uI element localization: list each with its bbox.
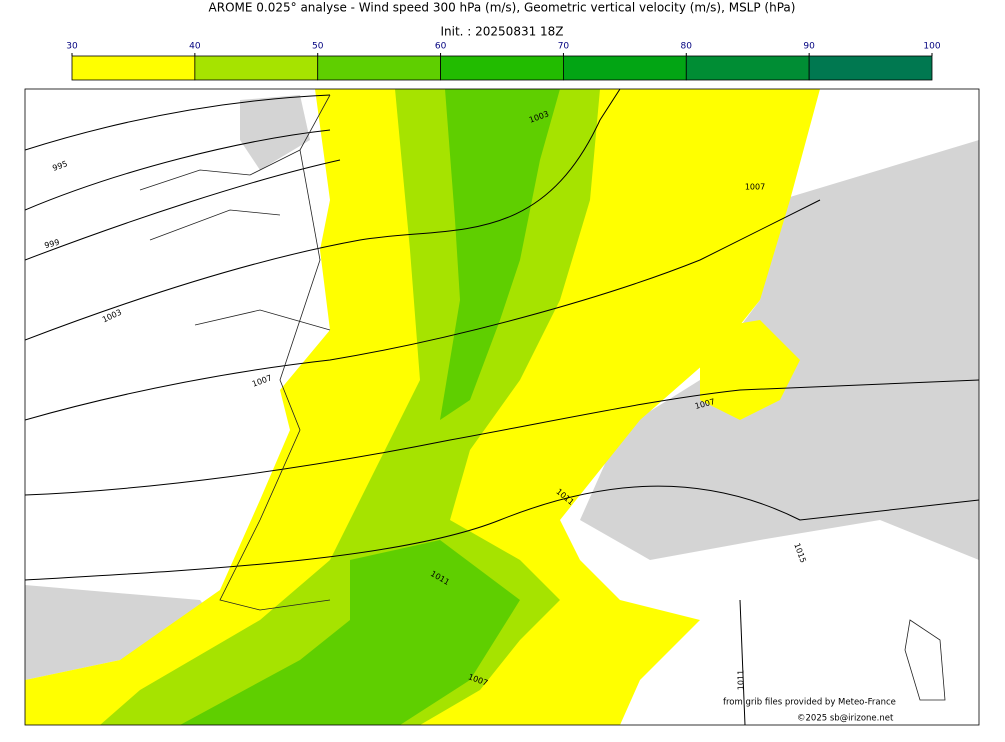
isobar-label: 999 bbox=[43, 238, 60, 251]
colorbar-segment bbox=[194, 55, 319, 81]
colorbar-segment bbox=[563, 55, 687, 81]
isobar-label: 1007 bbox=[745, 183, 765, 192]
gray-area bbox=[25, 585, 230, 680]
isobars bbox=[25, 89, 979, 725]
gray-area bbox=[240, 95, 310, 170]
colorbar-tick-label: 100 bbox=[923, 42, 940, 52]
map: 9959991003100710031007100710111011101510… bbox=[24, 88, 980, 726]
colorbar-segment bbox=[317, 55, 441, 81]
colorbar-tick-label: 30 bbox=[66, 42, 78, 52]
wind-area bbox=[700, 320, 800, 420]
colorbar-tick-label: 50 bbox=[312, 42, 324, 52]
colorbar-segment bbox=[71, 55, 196, 81]
credit-source: from grib files provided by Meteo-France bbox=[723, 698, 896, 708]
map-layers: 9959991003100710031007100710111011101510… bbox=[25, 89, 979, 725]
coastlines bbox=[139, 94, 946, 701]
colorbar-tick-label: 70 bbox=[558, 42, 570, 52]
wind-area bbox=[440, 89, 560, 420]
colorbar-tick-label: 60 bbox=[435, 42, 447, 52]
colorbar-tick-label: 40 bbox=[189, 42, 201, 52]
colorbar-segment bbox=[685, 55, 810, 81]
title: AROME 0.025° analyse - Wind speed 300 hP… bbox=[209, 1, 796, 15]
colorbar-tick-label: 80 bbox=[681, 42, 693, 52]
map-frame bbox=[24, 88, 980, 726]
colorbar-tick-label: 90 bbox=[803, 42, 815, 52]
isobar-label: 1011 bbox=[737, 670, 746, 690]
colorbar: 30 40 50 60 70 80 90 100 bbox=[66, 42, 941, 81]
colorbar-segment bbox=[808, 55, 933, 81]
wind-area bbox=[180, 540, 520, 725]
credit-copyright: ©2025 sb@irizone.net bbox=[797, 714, 894, 724]
subtitle: Init. : 20250831 18Z bbox=[440, 25, 563, 39]
colorbar-segment bbox=[440, 55, 564, 81]
